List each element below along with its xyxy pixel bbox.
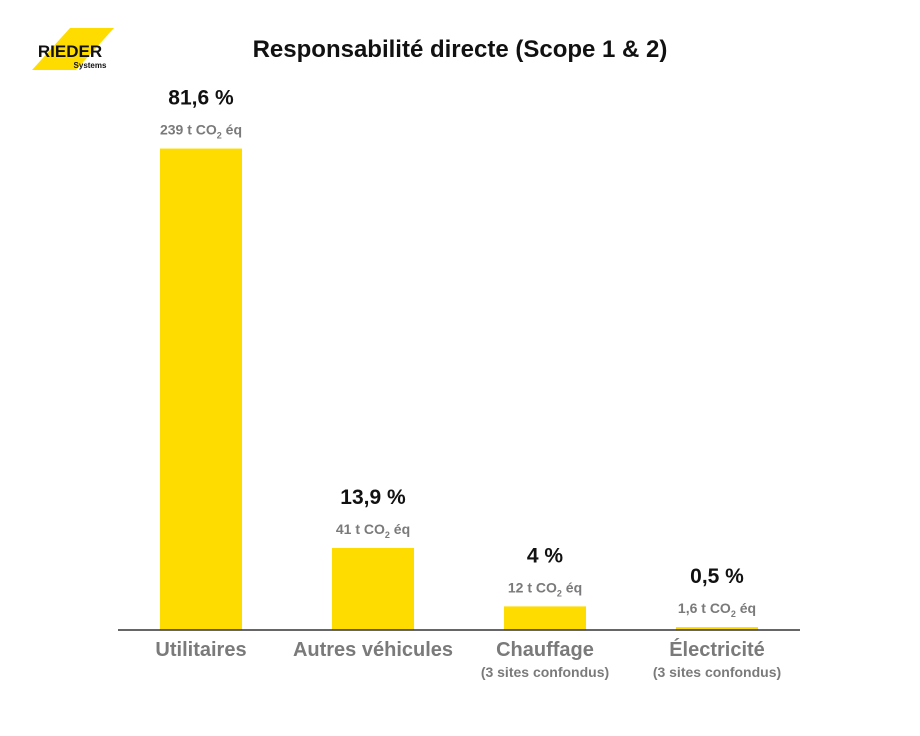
bar-2: [332, 547, 414, 630]
value-label-1: 81,6 %: [168, 87, 234, 110]
logo-yellow-stripe: [32, 28, 114, 70]
emission-label-4: 1,6 t CO2 éq: [678, 600, 756, 619]
value-label-4: 0,5 %: [690, 565, 744, 588]
bars-group: 239 t CO2 éq 81,6 % 41 t CO2 éq 13,9 % 12 t …: [160, 87, 758, 630]
value-label-3: 4 %: [527, 544, 564, 567]
category-label-3: Chauffage: [496, 639, 594, 661]
category-note-4: (3 sites confondus): [653, 664, 781, 680]
category-label-4: Électricité: [669, 638, 765, 661]
rieder-logo: RIEDER Systems: [32, 28, 114, 70]
value-label-2: 13,9 %: [340, 486, 406, 509]
category-label-1: Utilitaires: [155, 639, 246, 661]
bar-1: [160, 148, 242, 630]
category-labels-group: Utilitaires Autres véhicules Chauffage (3 s…: [155, 638, 781, 680]
logo-text: RIEDER: [38, 42, 102, 61]
category-note-3: (3 sites confondus): [481, 664, 609, 680]
emission-label-1: 239 t CO2 éq: [160, 122, 242, 141]
bar-3: [504, 606, 586, 630]
chart-title: Responsabilité directe (Scope 1 & 2): [253, 36, 668, 63]
bar-4: [676, 627, 758, 630]
category-label-2: Autres véhicules: [293, 639, 453, 661]
logo-tagline: Systems: [74, 61, 107, 70]
emission-label-2: 41 t CO2 éq: [336, 521, 410, 540]
emission-label-3: 12 t CO2 éq: [508, 579, 582, 598]
